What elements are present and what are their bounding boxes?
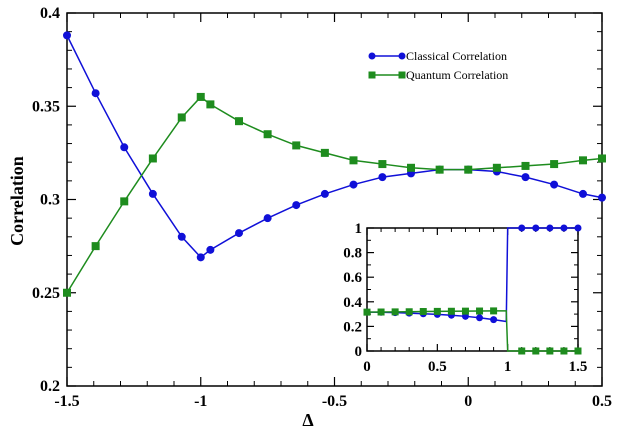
classical-correlation-point xyxy=(292,201,301,210)
x-tick-label: -1.5 xyxy=(54,393,79,410)
classical-correlation-point xyxy=(91,89,100,98)
classical-correlation-point xyxy=(120,143,129,152)
x-tick-label: 0.5 xyxy=(592,393,612,410)
inset-quantum-correlation-point xyxy=(574,347,582,355)
quantum-correlation-point xyxy=(435,165,444,174)
inset-quantum-correlation-point xyxy=(461,307,469,315)
y-tick-label: 0.25 xyxy=(32,285,60,302)
inset-y-tick-label: 0.6 xyxy=(343,270,362,286)
classical-correlation-point xyxy=(263,214,272,223)
classical-correlation-point xyxy=(177,232,186,241)
quantum-correlation-point xyxy=(63,288,71,297)
inset-quantum-correlation-point xyxy=(490,307,498,315)
classical-correlation-point xyxy=(378,173,387,182)
inset-quantum-correlation-point xyxy=(391,308,399,316)
classical-correlation-point xyxy=(206,245,215,254)
x-tick-label: 0 xyxy=(464,393,472,410)
quantum-correlation-point xyxy=(206,100,215,109)
inset-classical-correlation-point xyxy=(574,224,582,232)
quantum-correlation-point xyxy=(196,92,205,101)
inset-classical-correlation-point xyxy=(546,224,554,232)
legend-quantum-correlation-marker xyxy=(398,71,406,79)
inset-classical-correlation-point xyxy=(518,224,526,232)
quantum-correlation-point xyxy=(292,141,301,150)
y-tick-label: 0.2 xyxy=(40,378,60,395)
legend-classical-correlation-label: Classical Correlation xyxy=(406,49,507,63)
y-axis-label: Correlation xyxy=(7,156,27,246)
legend: Classical Correlation Quantum Correlation xyxy=(368,49,508,82)
legend-classical-correlation-marker xyxy=(398,52,406,60)
classical-correlation-point xyxy=(235,229,244,238)
quantum-correlation-point xyxy=(492,163,501,172)
inset-classical-correlation-point xyxy=(490,316,498,324)
quantum-correlation-point xyxy=(598,154,606,163)
inset-y-tick-label: 0.4 xyxy=(343,295,362,311)
quantum-correlation-point xyxy=(177,113,186,122)
classical-correlation-point xyxy=(63,31,71,40)
inset-x-tick-label: 1.5 xyxy=(569,359,588,375)
classical-correlation-point xyxy=(579,189,588,198)
classical-correlation-point xyxy=(320,189,329,198)
inset-y-tick-label: 0 xyxy=(355,344,363,360)
legend-classical-correlation-marker xyxy=(368,52,376,60)
quantum-correlation-point xyxy=(349,156,358,165)
inset-classical-correlation-point xyxy=(476,314,484,322)
quantum-correlation-point xyxy=(378,160,387,169)
quantum-correlation-point xyxy=(263,130,272,139)
inset-quantum-correlation-point xyxy=(532,347,540,355)
quantum-correlation-point xyxy=(320,148,329,157)
quantum-correlation-point xyxy=(407,163,416,172)
inset-quantum-correlation-point xyxy=(363,308,371,316)
x-tick-label: -0.5 xyxy=(322,393,347,410)
inset-quantum-correlation-point xyxy=(447,307,455,315)
inset-y-tick-label: 1 xyxy=(355,221,363,237)
classical-correlation-point xyxy=(349,180,358,189)
inset-classical-correlation-point xyxy=(560,224,568,232)
classical-correlation-point xyxy=(148,189,157,198)
quantum-correlation-point xyxy=(148,154,157,163)
inset-x-tick-label: 1 xyxy=(504,359,512,375)
inset-plot: 0 0.5 1 1.5 0 0.2 0.4 0.6 0.8 1 xyxy=(343,221,587,375)
y-tick-label: 0.35 xyxy=(32,98,60,115)
legend-quantum-correlation-marker xyxy=(368,71,376,79)
inset-quantum-correlation-point xyxy=(377,308,385,316)
y-tick-label: 0.3 xyxy=(40,192,60,209)
inset-quantum-correlation-point xyxy=(560,347,568,355)
quantum-correlation-point xyxy=(550,160,559,169)
inset-plot-frame xyxy=(366,227,579,352)
x-axis-label: Δ xyxy=(302,410,313,429)
classical-correlation-point xyxy=(521,173,530,182)
inset-x-tick-label: 0 xyxy=(363,359,371,375)
quantum-correlation-point xyxy=(521,161,530,170)
inset-quantum-correlation-point xyxy=(476,307,484,315)
inset-quantum-correlation-point xyxy=(419,308,427,316)
quantum-correlation-point xyxy=(91,242,100,251)
main-plot: -1.5 -1 -0.5 0 0.5 0.2 0.25 0.3 0.35 0.4 xyxy=(32,5,612,410)
inset-quantum-correlation-point xyxy=(433,307,441,315)
classical-correlation-point xyxy=(196,253,205,262)
inset-quantum-correlation-point xyxy=(518,347,526,355)
quantum-correlation-point xyxy=(120,197,129,206)
inset-y-tick-label: 0.2 xyxy=(343,319,362,335)
inset-y-tick-label: 0.8 xyxy=(343,246,362,262)
inset-quantum-correlation-point xyxy=(405,308,413,316)
inset-quantum-correlation-point xyxy=(546,347,554,355)
legend-quantum-correlation-label: Quantum Correlation xyxy=(406,68,508,82)
classical-correlation-point xyxy=(550,180,559,189)
quantum-correlation-point xyxy=(464,165,473,174)
inset-classical-correlation-point xyxy=(532,224,540,232)
inset-x-tick-label: 0.5 xyxy=(428,359,447,375)
x-tick-label: -1 xyxy=(194,393,207,410)
y-tick-label: 0.4 xyxy=(40,5,60,22)
quantum-correlation-point xyxy=(235,117,244,126)
classical-correlation-point xyxy=(598,193,606,202)
quantum-correlation-point xyxy=(579,156,588,165)
